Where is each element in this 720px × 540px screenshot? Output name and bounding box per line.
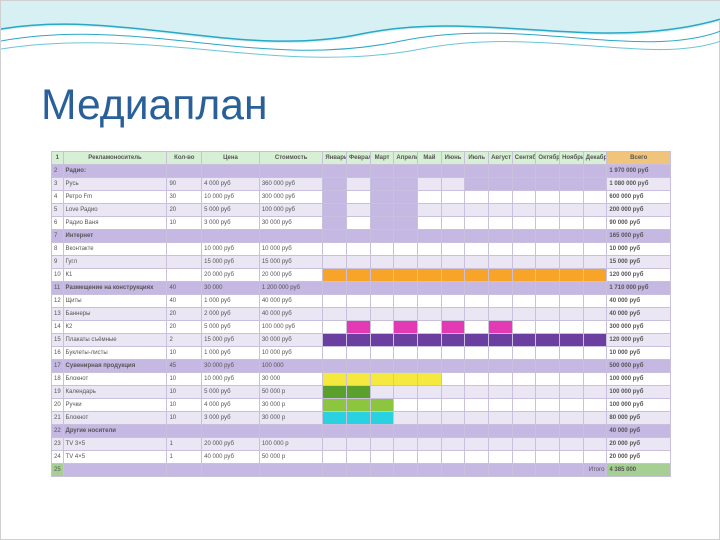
table-row: 4Ретро Fm3010 000 руб300 000 руб600 000 … <box>52 191 671 204</box>
table-row: 12Щиты401 000 руб40 000 руб40 000 руб <box>52 295 671 308</box>
table-row: 13Баннеры202 000 руб40 000 руб40 000 руб <box>52 308 671 321</box>
row-total: 300 000 руб <box>607 321 671 334</box>
table-row: 10К120 000 руб20 000 руб120 000 руб <box>52 269 671 282</box>
col-month-2: Март <box>370 152 394 165</box>
col-month-8: Сентябрь <box>512 152 536 165</box>
slide: Медиаплан 1 Рекламоноситель Кол-во Цена … <box>0 0 720 540</box>
row-total: 100 000 руб <box>607 386 671 399</box>
table-row: 8Вконтакте10 000 руб10 000 руб10 000 руб <box>52 243 671 256</box>
col-month-1: Февраль <box>347 152 371 165</box>
table-body: 2Радио:1 970 000 руб3Русь904 000 руб360 … <box>52 165 671 477</box>
grand-total-label: Итого <box>583 464 607 477</box>
row-total: 90 000 руб <box>607 217 671 230</box>
row-total: 100 000 руб <box>607 399 671 412</box>
row-total: 40 000 руб <box>607 425 671 438</box>
row-total: 10 000 руб <box>607 347 671 360</box>
table-row: 24TV 4×5140 000 руб50 000 р20 000 руб <box>52 451 671 464</box>
col-month-3: Апрель <box>394 152 418 165</box>
mediaplan-table: 1 Рекламоноситель Кол-во Цена Стоимость … <box>51 151 671 477</box>
row-total: 600 000 руб <box>607 191 671 204</box>
table-row: 20Ручки104 000 руб30 000 р100 000 руб <box>52 399 671 412</box>
row-total: 10 000 руб <box>607 243 671 256</box>
table-row: 22Другие носители40 000 руб <box>52 425 671 438</box>
table-row: 14К2205 000 руб100 000 руб300 000 руб <box>52 321 671 334</box>
col-month-11: Декабрь <box>583 152 607 165</box>
table-row: 15Плакаты съёмные215 000 руб30 000 руб12… <box>52 334 671 347</box>
col-month-10: Ноябрь <box>560 152 584 165</box>
table-row: 16Буклеты-листы101 000 руб10 000 руб10 0… <box>52 347 671 360</box>
grand-total-value: 4 385 000 <box>607 464 671 477</box>
mediaplan-table-container: 1 Рекламоноситель Кол-во Цена Стоимость … <box>51 151 671 477</box>
row-total: 120 000 руб <box>607 269 671 282</box>
row-total: 20 000 руб <box>607 438 671 451</box>
col-price: Цена <box>202 152 260 165</box>
row-total: 165 000 руб <box>607 230 671 243</box>
decorative-waves <box>1 1 720 81</box>
col-month-9: Октябрь <box>536 152 560 165</box>
table-row: 23TV 3×5120 000 руб100 000 р20 000 руб <box>52 438 671 451</box>
col-month-4: Май <box>418 152 442 165</box>
table-row: 19Календарь105 000 руб50 000 р100 000 ру… <box>52 386 671 399</box>
row-total: 40 000 руб <box>607 308 671 321</box>
row-total: 120 000 руб <box>607 334 671 347</box>
col-month-7: Август <box>489 152 513 165</box>
row-total: 1 970 000 руб <box>607 165 671 178</box>
table-row: 17Сувенирная продукция4530 000 руб100 00… <box>52 360 671 373</box>
row-total: 1 080 000 руб <box>607 178 671 191</box>
grand-total-row: 25Итого4 385 000 <box>52 464 671 477</box>
col-month-5: Июнь <box>441 152 465 165</box>
row-total: 500 000 руб <box>607 360 671 373</box>
table-header: 1 Рекламоноситель Кол-во Цена Стоимость … <box>52 152 671 165</box>
col-month-0: Январь <box>323 152 347 165</box>
table-row: 11Размещение на конструкциях4030 0001 20… <box>52 282 671 295</box>
row-total: 1 710 000 руб <box>607 282 671 295</box>
table-row: 5Love Радио205 000 руб100 000 руб200 000… <box>52 204 671 217</box>
col-month-6: Июль <box>465 152 489 165</box>
table-row: 9Гугл15 000 руб15 000 руб15 000 руб <box>52 256 671 269</box>
table-row: 2Радио:1 970 000 руб <box>52 165 671 178</box>
table-row: 3Русь904 000 руб360 000 руб1 080 000 руб <box>52 178 671 191</box>
col-cost: Стоимость <box>259 152 323 165</box>
col-qty: Кол-во <box>167 152 202 165</box>
row-total: 200 000 руб <box>607 204 671 217</box>
row-total: 20 000 руб <box>607 451 671 464</box>
row-total: 80 000 руб <box>607 412 671 425</box>
table-row: 21Блокнот103 000 руб30 000 р80 000 руб <box>52 412 671 425</box>
table-row: 6Радио Ваня103 000 руб30 000 руб90 000 р… <box>52 217 671 230</box>
row-total: 100 000 руб <box>607 373 671 386</box>
table-row: 18Блокнот1010 000 руб30 000100 000 руб <box>52 373 671 386</box>
slide-title: Медиаплан <box>41 81 268 130</box>
col-rownum: 1 <box>52 152 64 165</box>
col-name: Рекламоноситель <box>63 152 167 165</box>
table-row: 7Интернет165 000 руб <box>52 230 671 243</box>
col-total: Всего <box>607 152 671 165</box>
row-total: 15 000 руб <box>607 256 671 269</box>
row-total: 40 000 руб <box>607 295 671 308</box>
